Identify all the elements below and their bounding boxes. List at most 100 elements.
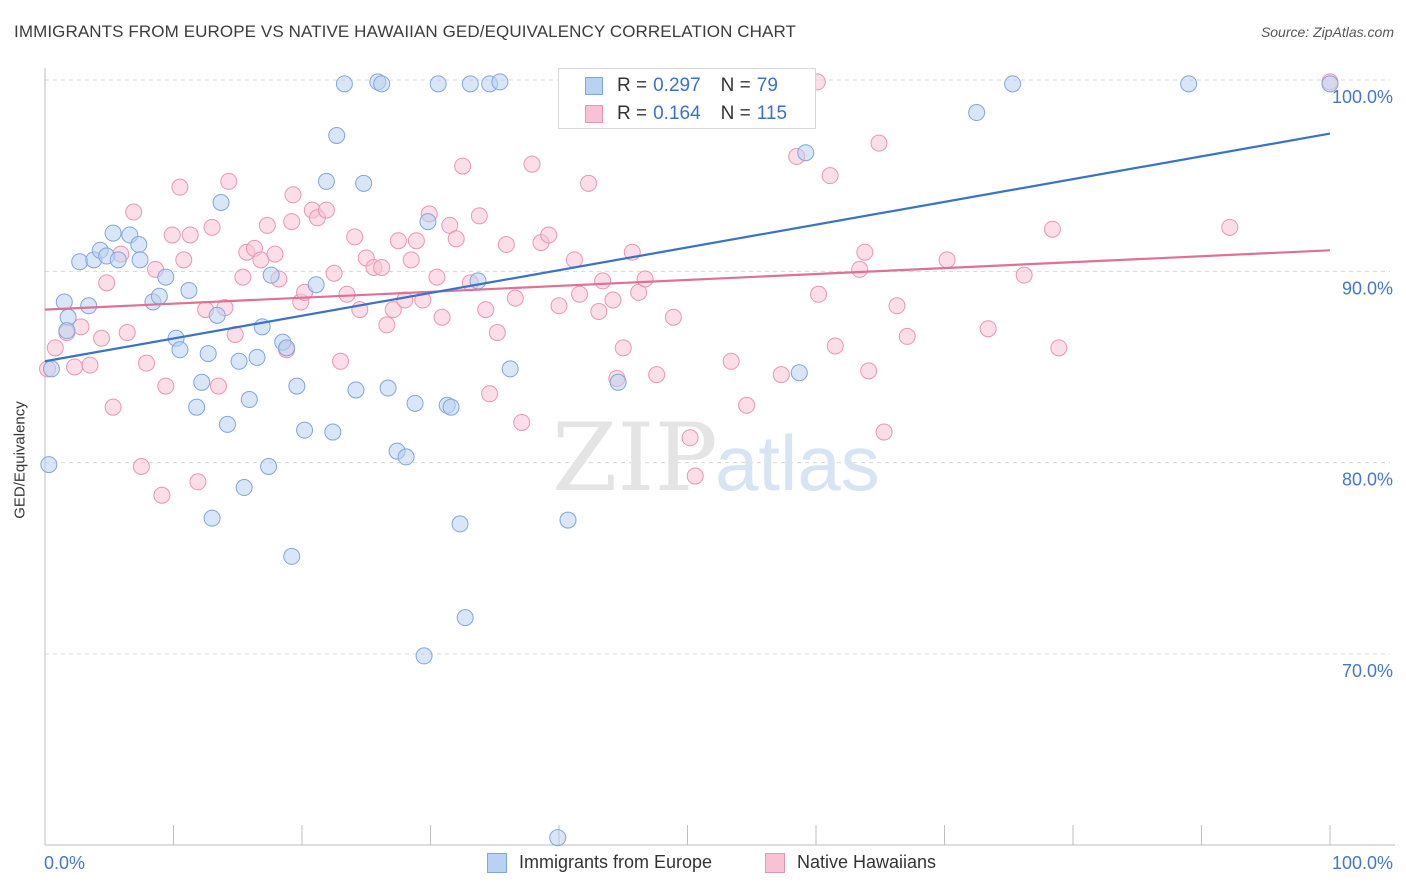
data-point bbox=[258, 216, 276, 234]
data-point bbox=[283, 547, 301, 565]
data-point bbox=[456, 609, 474, 627]
data-point bbox=[549, 829, 567, 847]
data-point bbox=[419, 213, 437, 231]
data-point bbox=[93, 329, 111, 347]
data-point bbox=[138, 354, 156, 372]
data-point bbox=[355, 174, 373, 192]
data-point bbox=[203, 509, 221, 527]
y-tick-label: 90.0% bbox=[1342, 278, 1393, 298]
chart-title: IMMIGRANTS FROM EUROPE VS NATIVE HAWAIIA… bbox=[14, 22, 797, 41]
native-hawaiians-points bbox=[39, 73, 1339, 504]
legend-swatch-hawaiians bbox=[765, 852, 785, 873]
data-point bbox=[497, 236, 515, 254]
data-point bbox=[580, 174, 598, 192]
gridlines bbox=[45, 79, 1390, 655]
data-point bbox=[384, 301, 402, 319]
source-text: Source: ZipAtlas.com bbox=[1260, 24, 1394, 40]
data-point bbox=[104, 398, 122, 416]
legend-r-value: 0.164 bbox=[653, 103, 701, 124]
legend-r-label: R = bbox=[617, 75, 648, 96]
data-point bbox=[810, 285, 828, 303]
data-point bbox=[402, 251, 420, 269]
data-point bbox=[664, 308, 682, 326]
data-point bbox=[104, 224, 122, 242]
y-tick-label: 70.0% bbox=[1342, 661, 1393, 681]
data-point bbox=[130, 236, 148, 254]
data-point bbox=[42, 360, 60, 378]
data-point bbox=[461, 75, 479, 93]
data-point bbox=[826, 337, 844, 355]
legend-n-value: 115 bbox=[756, 103, 788, 124]
data-point bbox=[150, 287, 168, 305]
data-point bbox=[240, 391, 258, 409]
data-point bbox=[870, 134, 888, 152]
data-point bbox=[317, 201, 335, 219]
data-point bbox=[193, 373, 211, 391]
data-point bbox=[415, 647, 433, 665]
data-point bbox=[477, 301, 495, 319]
legend-n-value: 79 bbox=[756, 75, 778, 96]
data-point bbox=[378, 316, 396, 334]
data-point bbox=[559, 511, 577, 529]
data-point bbox=[40, 456, 58, 474]
data-point bbox=[332, 352, 350, 370]
data-point bbox=[481, 385, 499, 403]
data-point bbox=[790, 364, 808, 382]
trend-lines bbox=[44, 132, 1331, 363]
data-point bbox=[406, 394, 424, 412]
bottom-legend-hawaiians[interactable]: Native Hawaiians bbox=[765, 852, 936, 873]
data-point bbox=[157, 377, 175, 395]
data-point bbox=[325, 264, 343, 282]
data-point bbox=[118, 324, 136, 342]
watermark: ZIP atlas bbox=[552, 404, 880, 513]
legend-label-europe: Immigrants from Europe bbox=[519, 852, 713, 872]
legend-label-hawaiians: Native Hawaiians bbox=[797, 852, 937, 872]
data-point bbox=[283, 213, 301, 231]
x-tick-label: 100.0% bbox=[1332, 853, 1393, 873]
data-point bbox=[594, 272, 612, 290]
data-point bbox=[979, 320, 997, 338]
data-point bbox=[609, 373, 627, 391]
data-point bbox=[175, 251, 193, 269]
data-point bbox=[686, 467, 704, 485]
source-link[interactable]: Source: ZipAtlas.com bbox=[1261, 24, 1394, 40]
data-point bbox=[373, 75, 391, 93]
data-point bbox=[860, 362, 878, 380]
data-point bbox=[234, 268, 252, 286]
data-point bbox=[203, 218, 221, 236]
data-point bbox=[1015, 266, 1033, 284]
data-point bbox=[284, 186, 302, 204]
data-point bbox=[218, 415, 236, 433]
data-point bbox=[470, 207, 488, 225]
legend-row-hawaiians: R = 0.164 N = 115 bbox=[585, 103, 787, 125]
data-point bbox=[738, 396, 756, 414]
data-point bbox=[614, 339, 632, 357]
data-point bbox=[199, 345, 217, 363]
data-point bbox=[389, 232, 407, 250]
bottom-legend-europe[interactable]: Immigrants from Europe bbox=[487, 852, 712, 873]
data-point bbox=[648, 366, 666, 384]
data-point bbox=[1321, 75, 1339, 93]
data-point bbox=[681, 429, 699, 447]
legend-swatch-europe bbox=[487, 852, 507, 873]
data-point bbox=[335, 75, 353, 93]
data-point bbox=[317, 172, 335, 190]
data-point bbox=[180, 281, 198, 299]
data-point bbox=[208, 306, 226, 324]
data-point bbox=[288, 377, 306, 395]
data-point bbox=[266, 245, 284, 263]
data-point bbox=[324, 423, 342, 441]
data-point bbox=[429, 75, 447, 93]
data-point bbox=[1043, 220, 1061, 238]
data-point bbox=[328, 126, 346, 144]
data-point bbox=[209, 377, 227, 395]
data-point bbox=[590, 303, 608, 321]
data-point bbox=[636, 270, 654, 288]
data-point bbox=[262, 266, 280, 284]
data-point bbox=[888, 297, 906, 315]
watermark-zip: ZIP bbox=[552, 404, 718, 513]
data-point bbox=[513, 413, 531, 431]
data-point bbox=[379, 379, 397, 397]
data-point bbox=[968, 104, 986, 122]
